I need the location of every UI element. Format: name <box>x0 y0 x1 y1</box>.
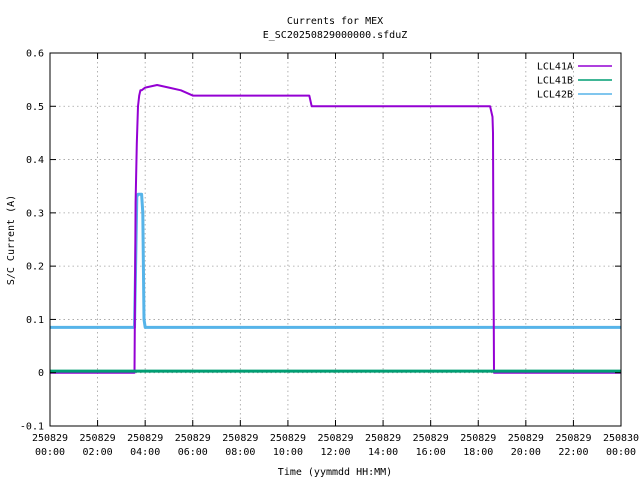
x-tick-label-time: 06:00 <box>178 447 208 458</box>
y-tick-label: -0.1 <box>20 422 44 433</box>
x-tick-label-time: 02:00 <box>83 447 113 458</box>
x-tick-label-time: 08:00 <box>225 447 255 458</box>
y-axis-label: S/C Current (A) <box>6 195 17 285</box>
chart-title: Currents for MEX <box>287 16 383 27</box>
x-tick-label-date: 250829 <box>175 433 211 444</box>
x-tick-label-date: 250829 <box>413 433 449 444</box>
y-tick-label: 0 <box>38 368 44 379</box>
x-tick-label-time: 16:00 <box>416 447 446 458</box>
x-tick-label-date: 250829 <box>127 433 163 444</box>
axis-layer: -0.1 0 0.1 0.2 0.3 0.4 0.5 0.6 250829 00:00 250829… <box>20 49 639 459</box>
x-tick-label-time: 04:00 <box>130 447 160 458</box>
y-tick-label: 0.6 <box>26 49 44 60</box>
legend-label: LCL41B <box>537 76 573 87</box>
y-tick-label: 0.4 <box>26 155 44 166</box>
x-tick-label-date: 250829 <box>508 433 544 444</box>
x-axis-label: Time (yymmdd HH:MM) <box>278 467 392 478</box>
chart-subtitle: E_SC20250829000000.sfduZ <box>263 30 408 41</box>
x-tick-label-date: 250830 <box>603 433 639 444</box>
y-tick-label: 0.5 <box>26 102 44 113</box>
y-tick-label: 0.1 <box>26 315 44 326</box>
x-tick-label-time: 22:00 <box>558 447 588 458</box>
x-tick-label-time: 00:00 <box>35 447 65 458</box>
grid-layer <box>50 53 621 426</box>
x-tick-label-date: 250829 <box>222 433 258 444</box>
legend-label: LCL42B <box>537 90 573 101</box>
x-tick-label-time: 00:00 <box>606 447 636 458</box>
series-layer <box>50 84 621 374</box>
x-tick-label-date: 250829 <box>365 433 401 444</box>
legend: LCL41A LCL41B LCL42B <box>537 62 612 101</box>
legend-label: LCL41A <box>537 62 573 73</box>
x-tick-label-time: 20:00 <box>511 447 541 458</box>
x-tick-label-time: 14:00 <box>368 447 398 458</box>
y-tick-label: 0.2 <box>26 262 44 273</box>
series-line-lcl41a <box>50 84 621 374</box>
x-tick-label-date: 250829 <box>460 433 496 444</box>
x-tick-label-time: 18:00 <box>463 447 493 458</box>
x-tick-label-date: 250829 <box>555 433 591 444</box>
x-tick-label-date: 250829 <box>80 433 116 444</box>
x-tick-label-time: 10:00 <box>273 447 303 458</box>
x-tick-label-date: 250829 <box>270 433 306 444</box>
x-tick-label-date: 250829 <box>317 433 353 444</box>
y-tick-label: 0.3 <box>26 208 44 219</box>
x-tick-label-time: 12:00 <box>320 447 350 458</box>
x-tick-label-date: 250829 <box>32 433 68 444</box>
